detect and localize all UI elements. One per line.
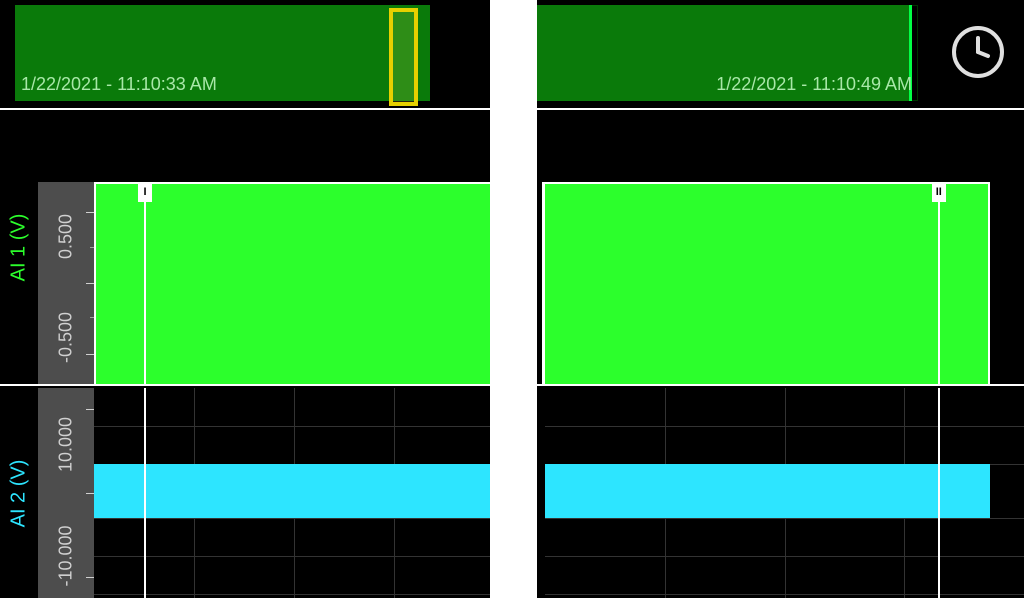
cursor-flag-2[interactable]: II	[932, 182, 946, 202]
cursor-2[interactable]: II	[938, 182, 940, 384]
trace-ai2	[545, 464, 990, 519]
tick-label: -10.000	[56, 530, 77, 586]
axis-label-ai1: AI 1 (V)	[0, 110, 38, 384]
tick-label: -0.500	[56, 310, 77, 366]
cursor-1[interactable]: I	[144, 182, 146, 384]
clock-icon[interactable]	[950, 24, 1006, 80]
plot-panel-right-ai2	[545, 388, 1024, 598]
tick-label: 10.000	[56, 417, 77, 473]
cursor-1[interactable]	[144, 388, 146, 598]
axis-label-ai2: AI 2 (V)	[0, 388, 38, 598]
trace-ai2	[94, 464, 494, 519]
plot-panel-right-ai1: II	[545, 110, 1024, 384]
split-gap	[490, 0, 537, 598]
timestamp-left: 1/22/2021 - 11:10:33 AM	[21, 74, 217, 95]
axis-ticks-ai2: 10.000 -10.000	[38, 388, 94, 598]
cursor-2[interactable]	[938, 388, 940, 598]
navigator-selection[interactable]	[389, 8, 418, 106]
plot-area-ai2[interactable]	[94, 388, 1024, 598]
navigator-pane-left[interactable]: 1/22/2021 - 11:10:33 AM	[15, 5, 430, 101]
axis-ticks-ai1: 0.500 -0.500	[38, 182, 94, 384]
plot-area-ai1[interactable]: I II	[94, 110, 1024, 384]
plot-panel-left-ai1: I	[94, 110, 494, 384]
cursor-flag-1[interactable]: I	[138, 182, 152, 202]
trace-ai1	[94, 182, 494, 384]
plot-panel-left-ai2	[94, 388, 494, 598]
tick-label: 0.500	[56, 209, 77, 265]
trace-ai1	[545, 182, 990, 384]
timestamp-right: 1/22/2021 - 11:10:49 AM	[716, 74, 912, 95]
navigator-pane-right[interactable]: 1/22/2021 - 11:10:49 AM	[503, 5, 918, 101]
